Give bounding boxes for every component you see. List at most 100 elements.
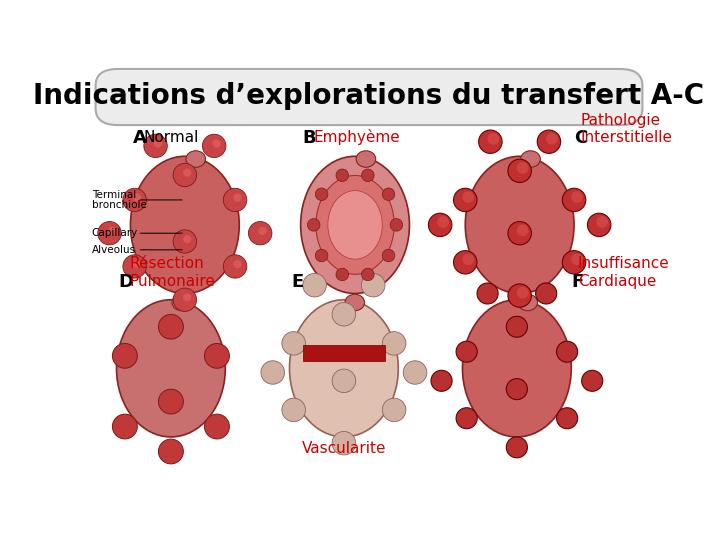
Ellipse shape [258,227,266,235]
Ellipse shape [588,213,611,237]
Ellipse shape [112,343,138,368]
Ellipse shape [289,300,398,437]
Ellipse shape [557,408,577,429]
Ellipse shape [315,188,328,200]
Ellipse shape [582,370,603,392]
Ellipse shape [456,341,477,362]
Ellipse shape [173,163,197,187]
Text: Pathologie
Interstitielle: Pathologie Interstitielle [580,113,672,145]
Ellipse shape [183,168,192,177]
Ellipse shape [133,260,141,268]
Ellipse shape [98,221,121,245]
Ellipse shape [332,431,356,455]
Ellipse shape [462,254,474,265]
Ellipse shape [557,341,577,362]
Ellipse shape [173,288,197,312]
Ellipse shape [356,151,376,167]
Ellipse shape [204,414,230,439]
Ellipse shape [282,332,305,355]
Ellipse shape [403,361,427,384]
Ellipse shape [223,255,247,278]
Ellipse shape [212,139,220,147]
Ellipse shape [282,398,305,422]
Text: Indications d’explorations du transfert A-C: Indications d’explorations du transfert … [33,83,705,110]
Ellipse shape [233,260,241,268]
Ellipse shape [336,268,348,281]
Ellipse shape [307,219,320,231]
Text: Capillary: Capillary [91,228,138,238]
Ellipse shape [108,227,116,235]
Ellipse shape [562,251,586,274]
Ellipse shape [462,191,474,203]
Ellipse shape [123,255,146,278]
Ellipse shape [382,398,406,422]
Ellipse shape [112,414,138,439]
Ellipse shape [431,370,452,392]
Text: Emphyème: Emphyème [314,129,400,145]
Ellipse shape [117,300,225,437]
Ellipse shape [361,273,385,297]
Text: Résection
Pulmonaire: Résection Pulmonaire [130,256,215,289]
Ellipse shape [562,188,586,212]
Ellipse shape [537,130,561,153]
Ellipse shape [382,188,395,200]
Text: C: C [574,129,588,147]
Text: A: A [132,129,146,147]
Ellipse shape [144,134,167,158]
Ellipse shape [390,219,402,231]
Ellipse shape [158,389,184,414]
Ellipse shape [517,162,528,174]
Ellipse shape [130,156,239,293]
Ellipse shape [361,268,374,281]
Ellipse shape [186,151,205,167]
Ellipse shape [508,284,531,307]
Ellipse shape [154,139,162,147]
Ellipse shape [248,221,272,245]
Ellipse shape [223,188,247,212]
Ellipse shape [233,193,241,201]
Ellipse shape [517,225,528,236]
Ellipse shape [332,369,356,393]
Ellipse shape [202,134,226,158]
Ellipse shape [133,193,141,201]
Text: D: D [119,273,134,291]
Ellipse shape [382,332,406,355]
Ellipse shape [158,439,184,464]
Ellipse shape [204,343,230,368]
Ellipse shape [546,133,558,145]
Ellipse shape [382,249,395,262]
Ellipse shape [183,293,192,301]
FancyBboxPatch shape [96,69,642,125]
Ellipse shape [571,254,583,265]
Ellipse shape [437,216,449,228]
Text: Insuffisance
Cardiaque: Insuffisance Cardiaque [578,256,670,289]
Ellipse shape [454,251,477,274]
Ellipse shape [454,188,477,212]
Ellipse shape [158,314,184,339]
Ellipse shape [518,294,538,310]
Text: Alveolus: Alveolus [91,245,136,255]
Text: F: F [571,273,583,291]
Text: Terminal
bronchiole: Terminal bronchiole [91,190,147,211]
Text: E: E [292,273,304,291]
Ellipse shape [477,283,498,304]
Ellipse shape [536,283,557,304]
Ellipse shape [462,300,571,437]
Ellipse shape [303,273,326,297]
Ellipse shape [517,287,528,299]
Ellipse shape [428,213,452,237]
Ellipse shape [506,379,528,400]
Ellipse shape [261,361,284,384]
Ellipse shape [172,294,192,310]
Ellipse shape [361,169,374,181]
Bar [302,345,385,361]
Ellipse shape [315,249,328,262]
Ellipse shape [508,159,531,183]
Text: B: B [303,129,317,147]
Ellipse shape [456,408,477,429]
Ellipse shape [521,151,540,167]
Ellipse shape [465,156,574,293]
Ellipse shape [301,156,410,293]
Ellipse shape [506,437,528,458]
Text: Vascularite: Vascularite [302,441,386,456]
